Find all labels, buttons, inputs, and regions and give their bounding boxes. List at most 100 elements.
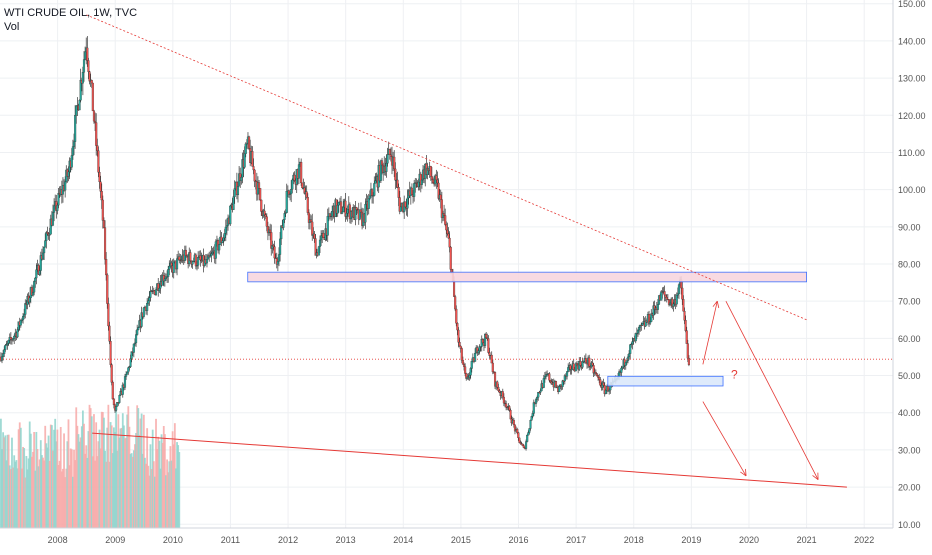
x-tick-label: 2013 — [336, 535, 356, 545]
candle-body — [106, 275, 108, 304]
y-tick-label: 150.00 — [898, 0, 926, 9]
y-tick-label: 40.00 — [898, 408, 921, 418]
candle-body — [430, 166, 432, 176]
candle-body — [111, 365, 113, 383]
y-axis[interactable]: 10.0020.0030.0040.0050.0060.0070.0080.00… — [898, 0, 926, 530]
candle-body — [387, 155, 389, 164]
candle-body — [12, 339, 14, 340]
candle-body — [455, 309, 457, 323]
candle-body — [88, 60, 90, 71]
candle-body — [397, 180, 399, 187]
candle-body — [567, 367, 569, 371]
candle-body — [669, 303, 671, 305]
candle-body — [211, 254, 213, 256]
candle-body — [72, 147, 74, 156]
candle-body — [298, 165, 300, 179]
candle-body — [418, 182, 420, 187]
candle-body — [413, 183, 415, 196]
candle-body — [688, 358, 690, 365]
candle-body — [84, 52, 86, 60]
candle-body — [147, 301, 149, 303]
candle-body — [39, 271, 41, 275]
candle-body — [620, 368, 622, 373]
candle-body — [133, 344, 135, 353]
y-tick-label: 100.00 — [898, 185, 926, 195]
candle-body — [371, 189, 373, 195]
candle-body — [95, 123, 97, 146]
candle-body — [105, 259, 107, 275]
candle-body — [273, 245, 275, 247]
candle-body — [7, 343, 9, 344]
candle-body — [576, 364, 578, 365]
candle-body — [400, 207, 402, 212]
support-zone — [608, 376, 723, 386]
candle-body — [497, 387, 499, 391]
candle-body — [509, 406, 511, 410]
x-tick-label: 2017 — [566, 535, 586, 545]
candle-body — [526, 435, 528, 441]
y-tick-label: 120.00 — [898, 111, 926, 121]
candle-body — [2, 354, 4, 357]
candle-body — [279, 239, 281, 255]
symbol-title[interactable]: WTI CRUDE OIL, 1W, TVC — [4, 6, 137, 20]
candle-body — [327, 216, 329, 235]
y-tick-label: 140.00 — [898, 36, 926, 46]
volume-indicator-label[interactable]: Vol — [4, 20, 137, 34]
candle-body — [596, 374, 598, 376]
question-mark-annotation: ? — [731, 367, 738, 381]
candle-body — [331, 211, 333, 216]
candle-body — [318, 247, 320, 256]
candle-body — [599, 380, 601, 386]
candle-body — [558, 386, 560, 391]
candle-body — [398, 187, 400, 197]
y-tick-label: 60.00 — [898, 334, 921, 344]
candle-body — [340, 202, 342, 214]
x-tick-label: 2011 — [221, 535, 240, 545]
candle-body — [454, 297, 456, 309]
candle-body — [224, 233, 226, 238]
candle-body — [109, 326, 111, 341]
candle-body — [68, 172, 70, 177]
candle-body — [681, 288, 683, 299]
candle-body — [530, 420, 532, 428]
candle-body — [110, 341, 112, 364]
candle-body — [83, 60, 85, 73]
candle-body — [478, 351, 480, 353]
candle-body — [127, 368, 129, 372]
candle-body — [516, 429, 518, 432]
candle-body — [381, 161, 383, 165]
candle-body — [682, 299, 684, 311]
candle-body — [513, 420, 515, 425]
candle-body — [300, 162, 302, 183]
candle-body — [525, 442, 527, 449]
candle-body — [437, 180, 439, 183]
candle-body — [544, 376, 546, 378]
x-tick-label: 2015 — [451, 535, 471, 545]
candle-body — [389, 149, 391, 155]
candle-body — [148, 298, 150, 301]
candle-body — [638, 327, 640, 330]
candle-body — [64, 182, 66, 191]
candle-body — [22, 316, 24, 320]
candle-body — [469, 375, 471, 378]
candle-body — [543, 378, 545, 387]
candle-body — [294, 175, 296, 180]
candle-body — [240, 177, 242, 181]
candle-body — [485, 334, 487, 338]
candle-body — [522, 444, 524, 446]
candle-body — [226, 225, 228, 227]
candle-body — [86, 48, 88, 61]
candle-body — [635, 333, 637, 341]
x-tick-label: 2018 — [624, 535, 644, 545]
candle-body — [212, 252, 214, 254]
candle-body — [540, 391, 542, 392]
candle-body — [314, 234, 316, 239]
candle-body — [462, 360, 464, 364]
candle-body — [528, 428, 530, 432]
candle-body — [206, 259, 208, 263]
candle-body — [104, 228, 106, 260]
candle-body — [307, 197, 309, 213]
